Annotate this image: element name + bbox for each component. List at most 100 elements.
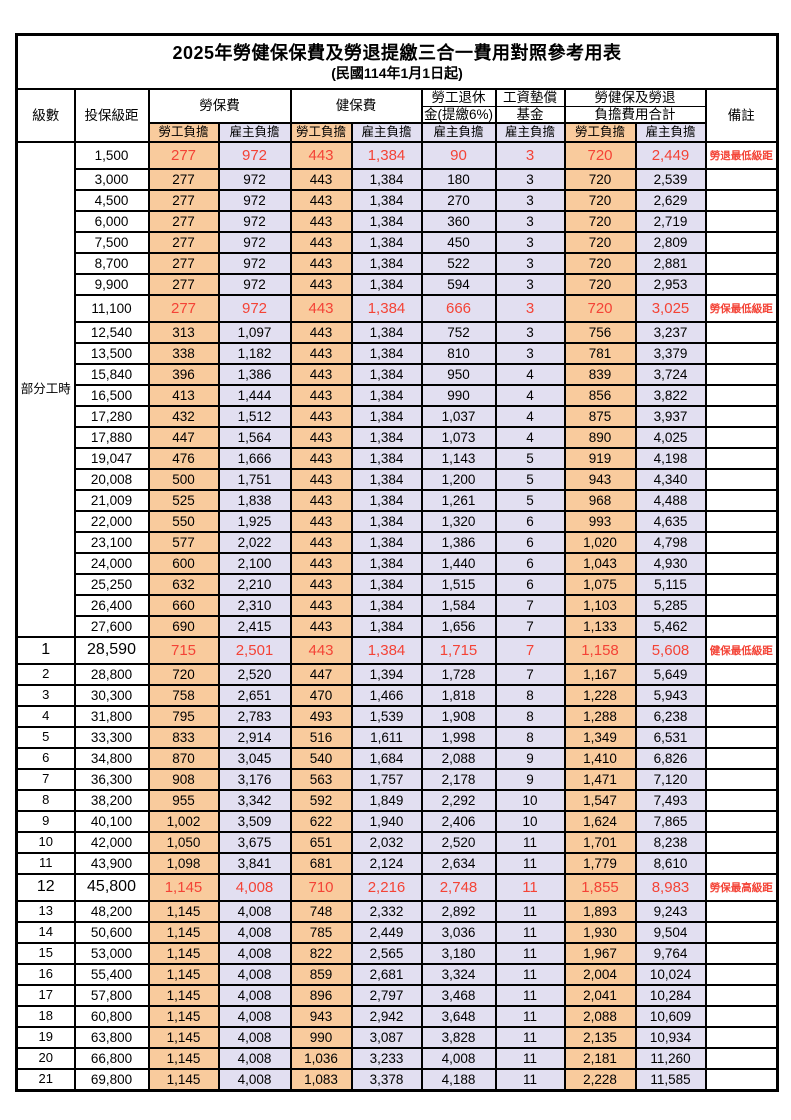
cell-wage-fund-employer: 7 <box>494 663 566 687</box>
cell-salary-bracket: 27,600 <box>73 615 150 639</box>
cell-remark <box>704 210 779 234</box>
cell-labor-employee: 1,145 <box>147 984 220 1008</box>
cell-labor-employee: 1,050 <box>147 831 220 855</box>
cell-level: 13 <box>15 900 76 924</box>
cell-pension-employer: 990 <box>420 384 497 408</box>
cell-labor-employer: 972 <box>217 252 292 276</box>
cell-total-employer: 4,798 <box>634 531 707 555</box>
header-level: 級數 <box>15 87 76 144</box>
cell-level: 5 <box>15 726 76 750</box>
cell-level: 4 <box>15 705 76 729</box>
cell-health-employee: 493 <box>289 705 353 729</box>
cell-health-employer: 1,394 <box>350 663 423 687</box>
cell-labor-employee: 758 <box>147 684 220 708</box>
subheader-total-employer-share: 雇主負擔 <box>634 122 707 144</box>
cell-total-employee: 1,893 <box>563 900 637 924</box>
title-row: 2025年勞健保保費及勞退提繳三合一費用對照參考用表 (民國114年1月1日起) <box>15 33 779 90</box>
cell-labor-employer: 2,783 <box>217 705 292 729</box>
table-row: 20 66,800 1,145 4,008 1,036 3,233 4,008 11 2,181… <box>15 1047 779 1071</box>
table-row: 16,500 413 1,444 443 1,384 990 4 856 3,822 <box>17 384 779 408</box>
cell-labor-employee: 1,145 <box>147 873 220 903</box>
cell-total-employer: 11,585 <box>634 1068 707 1092</box>
cell-remark <box>704 426 779 450</box>
cell-labor-employee: 1,145 <box>147 900 220 924</box>
cell-health-employee: 622 <box>289 810 353 834</box>
cell-total-employer: 10,024 <box>634 963 707 987</box>
table-row: 22,000 550 1,925 443 1,384 1,320 6 993 4,635 <box>17 510 779 534</box>
cell-total-employer: 8,983 <box>634 873 707 903</box>
cell-total-employee: 720 <box>563 294 637 324</box>
table-row: 17,880 447 1,564 443 1,384 1,073 4 890 4,025 <box>17 426 779 450</box>
cell-level: 18 <box>15 1005 76 1029</box>
cell-wage-fund-employer: 3 <box>494 273 566 297</box>
table-row: 6 34,800 870 3,045 540 1,684 2,088 9 1,410 6,826 <box>15 747 779 771</box>
cell-wage-fund-employer: 11 <box>494 831 566 855</box>
cell-wage-fund-employer: 5 <box>494 447 566 471</box>
cell-total-employer: 10,284 <box>634 984 707 1008</box>
cell-health-employer: 1,384 <box>350 294 423 324</box>
cell-labor-employer: 3,675 <box>217 831 292 855</box>
cell-salary-bracket: 8,700 <box>73 252 150 276</box>
cell-health-employer: 2,332 <box>350 900 423 924</box>
cell-labor-employer: 3,841 <box>217 852 292 876</box>
cell-total-employer: 3,025 <box>634 294 707 324</box>
cell-health-employer: 1,849 <box>350 789 423 813</box>
cell-health-employee: 443 <box>289 210 353 234</box>
cell-salary-bracket: 22,000 <box>73 510 150 534</box>
cell-labor-employee: 432 <box>147 405 220 429</box>
cell-labor-employer: 972 <box>217 210 292 234</box>
cell-wage-fund-employer: 3 <box>494 168 566 192</box>
cell-pension-employer: 270 <box>420 189 497 213</box>
cell-salary-bracket: 16,500 <box>73 384 150 408</box>
cell-labor-employer: 3,176 <box>217 768 292 792</box>
cell-level: 17 <box>15 984 76 1008</box>
cell-labor-employee: 1,145 <box>147 1005 220 1029</box>
cell-salary-bracket: 66,800 <box>73 1047 150 1071</box>
cell-labor-employer: 3,045 <box>217 747 292 771</box>
cell-labor-employer: 2,022 <box>217 531 292 555</box>
header-total-line1: 勞健保及勞退 <box>563 87 707 107</box>
cell-wage-fund-employer: 11 <box>494 1047 566 1071</box>
cell-health-employee: 516 <box>289 726 353 750</box>
cell-labor-employee: 870 <box>147 747 220 771</box>
cell-labor-employee: 908 <box>147 768 220 792</box>
cell-labor-employee: 413 <box>147 384 220 408</box>
cell-total-employer: 9,764 <box>634 942 707 966</box>
cell-wage-fund-employer: 7 <box>494 594 566 618</box>
cell-remark <box>704 468 779 492</box>
cell-labor-employer: 4,008 <box>217 1047 292 1071</box>
cell-wage-fund-employer: 5 <box>494 489 566 513</box>
cell-pension-employer: 1,386 <box>420 531 497 555</box>
reference-table-sheet: 2025年勞健保保費及勞退提繳三合一費用對照參考用表 (民國114年1月1日起)… <box>15 33 779 1093</box>
cell-total-employee: 1,043 <box>563 552 637 576</box>
cell-pension-employer: 1,656 <box>420 615 497 639</box>
cell-remark <box>704 321 779 345</box>
table-title-cell: 2025年勞健保保費及勞退提繳三合一費用對照參考用表 (民國114年1月1日起) <box>15 33 779 90</box>
table-row: 24,000 600 2,100 443 1,384 1,440 6 1,043 4,930 <box>17 552 779 576</box>
cell-health-employee: 443 <box>289 510 353 534</box>
cell-labor-employee: 313 <box>147 321 220 345</box>
cell-remark <box>704 747 779 771</box>
cell-labor-employee: 690 <box>147 615 220 639</box>
cell-level: 6 <box>15 747 76 771</box>
cell-labor-employee: 525 <box>147 489 220 513</box>
cell-total-employee: 1,349 <box>563 726 637 750</box>
cell-pension-employer: 1,200 <box>420 468 497 492</box>
cell-labor-employer: 972 <box>217 273 292 297</box>
cell-health-employer: 1,611 <box>350 726 423 750</box>
cell-labor-employee: 396 <box>147 363 220 387</box>
cell-wage-fund-employer: 9 <box>494 768 566 792</box>
cell-remark <box>704 231 779 255</box>
cell-salary-bracket: 24,000 <box>73 552 150 576</box>
cell-labor-employer: 4,008 <box>217 963 292 987</box>
cell-health-employee: 443 <box>289 636 353 666</box>
header-pension-line2: 金(提繳6%) <box>420 105 497 125</box>
cell-total-employer: 2,719 <box>634 210 707 234</box>
header-row-3: 勞工負擔 雇主負擔 勞工負擔 雇主負擔 雇主負擔 雇主負擔 勞工負擔 雇主負擔 <box>17 122 778 144</box>
cell-health-employee: 443 <box>289 531 353 555</box>
cell-pension-employer: 1,715 <box>420 636 497 666</box>
cell-health-employer: 1,384 <box>350 231 423 255</box>
cell-total-employee: 1,930 <box>563 921 637 945</box>
cell-pension-employer: 4,008 <box>420 1047 497 1071</box>
cell-remark <box>704 1068 779 1092</box>
